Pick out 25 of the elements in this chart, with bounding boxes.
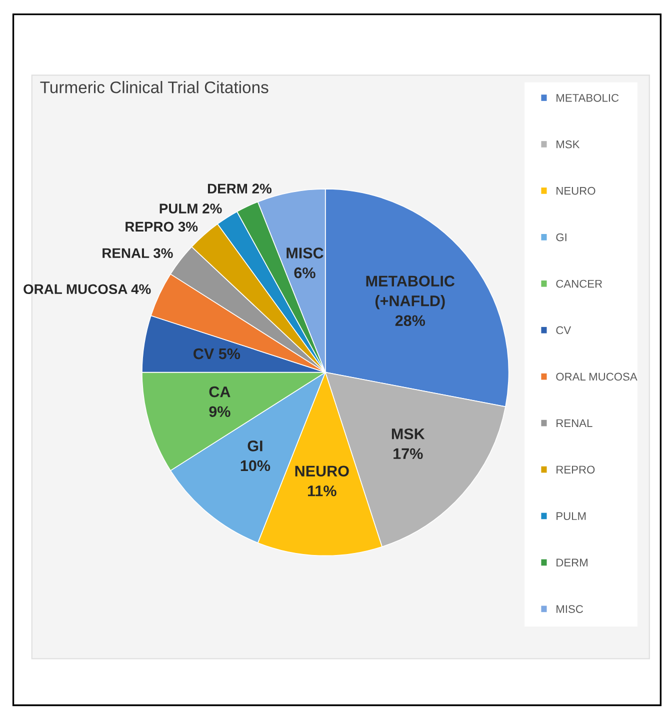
- legend-label: METABOLIC: [556, 94, 619, 102]
- data-label: REPRO 3%: [126, 222, 198, 232]
- legend-label: PULM: [556, 512, 586, 520]
- data-label: CV 5%: [194, 348, 240, 360]
- data-label: ORAL MUCOSA 4%: [24, 284, 151, 294]
- data-label: MSK 17%: [392, 428, 425, 460]
- legend-label: RENAL: [556, 419, 592, 427]
- data-label: NEURO 11%: [295, 466, 349, 496]
- legend-label: REPRO: [556, 466, 595, 474]
- legend-label: DERM: [556, 558, 588, 566]
- data-label: RENAL 3%: [102, 248, 173, 258]
- legend-label: MISC: [556, 605, 583, 613]
- data-label: DERM 2%: [208, 184, 272, 194]
- legend-label: GI: [556, 233, 566, 242]
- chart-title: Turmeric Clinical Trial Citations: [40, 81, 268, 94]
- legend-label: CV: [556, 326, 572, 334]
- data-label: METABOLIC (+NAFLD) 28%: [366, 276, 455, 326]
- data-label: MISC 6%: [286, 248, 324, 278]
- data-label: CA 9%: [209, 386, 230, 418]
- legend-label: CANCER: [556, 280, 602, 288]
- legend-label: NEURO: [556, 186, 596, 195]
- legend-label: ORAL MUCOSA: [556, 372, 638, 381]
- data-label: PULM 2%: [160, 204, 222, 214]
- legend-label: MSK: [556, 140, 580, 148]
- data-label: GI 10%: [240, 440, 270, 472]
